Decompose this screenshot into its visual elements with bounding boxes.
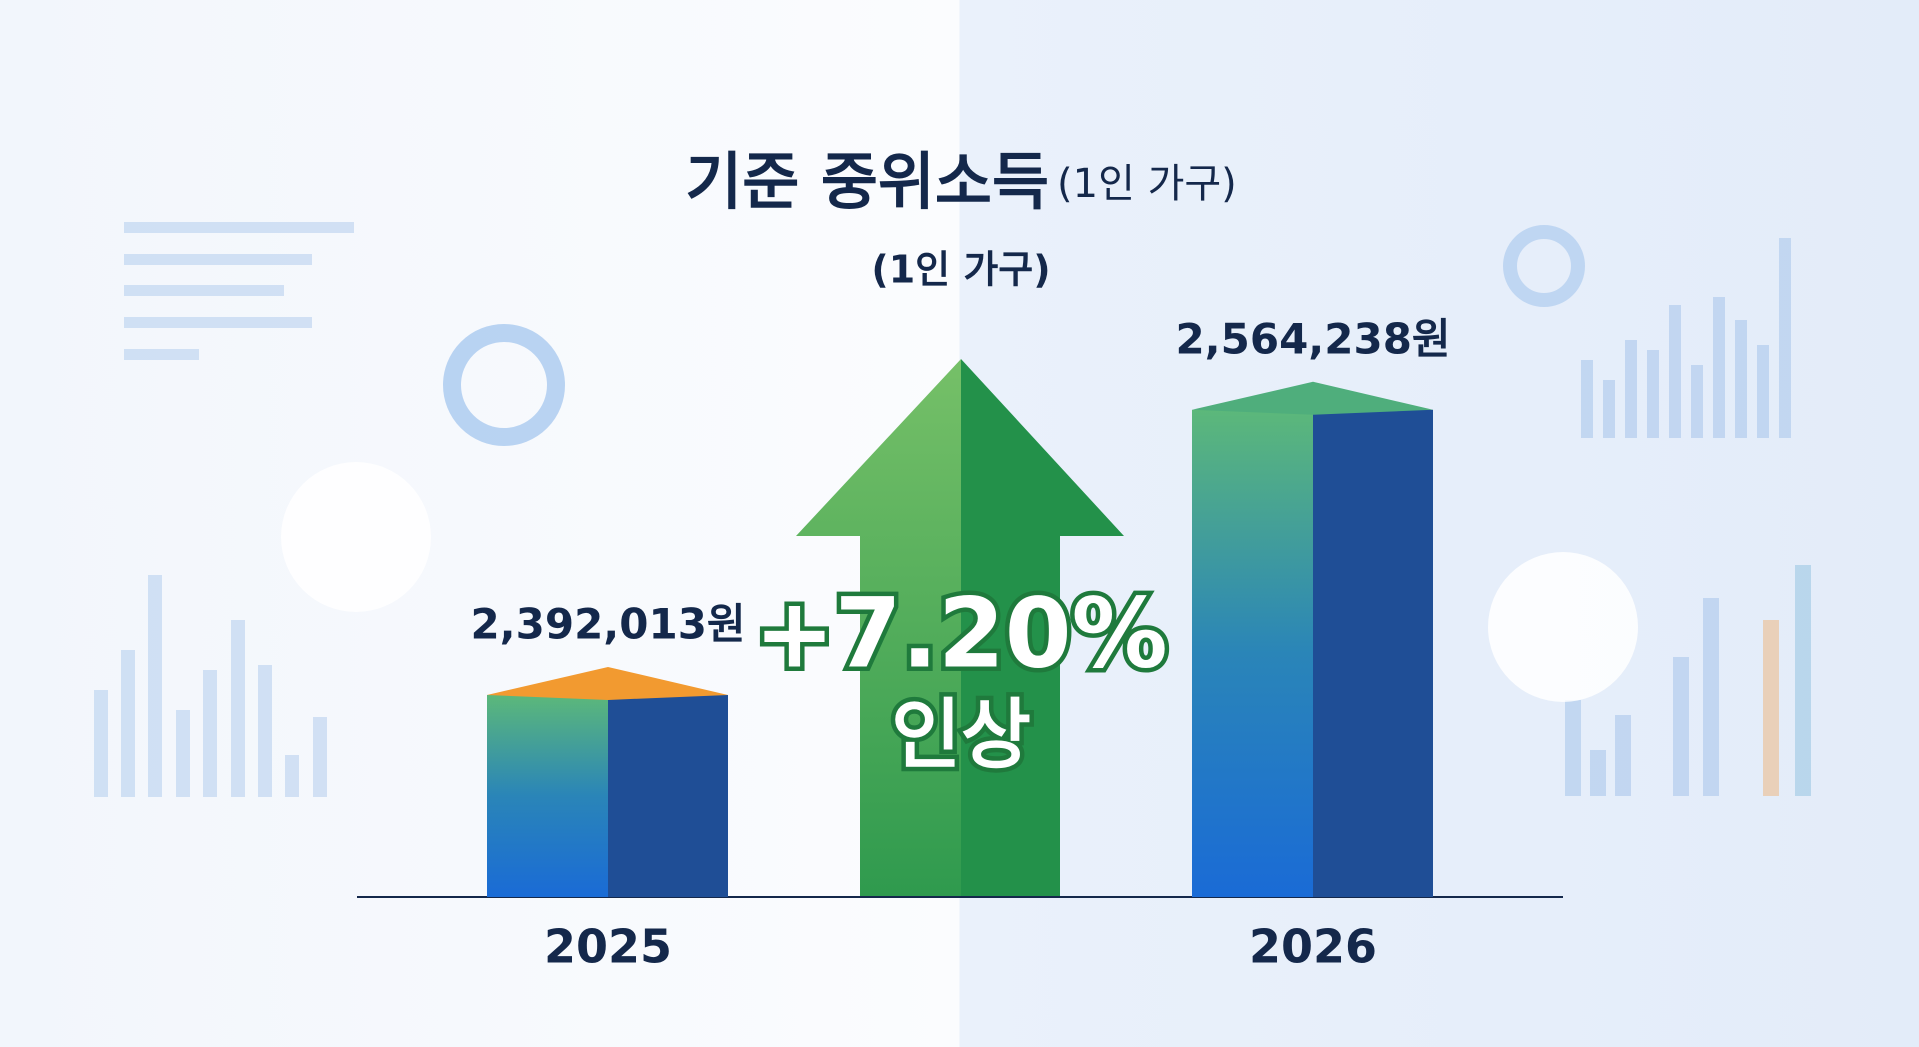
icon-care [281,462,431,612]
bar-side [608,694,728,897]
x-tick-label: 2025 [544,920,672,974]
value-label: 2,564,238원 [1175,314,1450,363]
bar-front [487,694,608,897]
arrow [961,359,1124,897]
bar-front [1192,409,1313,897]
icon-money [1488,552,1638,702]
change-label: +7.20% [754,577,1167,689]
x-tick-label: 2026 [1249,920,1377,974]
bar-side [1313,409,1433,897]
chart-title: 기준 중위소득 (1인 가구) [685,145,1237,218]
title-note: (1인 가구) [1057,161,1237,207]
title-text: 기준 중위소득 [685,145,1049,218]
arrow [796,359,961,897]
icon-ring [1503,225,1585,307]
bar-top [487,666,728,700]
subtitle: (1인 가구) [871,248,1050,292]
change-note: 인상 [891,690,1031,779]
icon-ring [443,324,565,446]
decor-right [1565,238,1811,796]
bar-top [1192,381,1433,415]
decor-left [94,222,354,797]
value-label: 2,392,013원 [470,599,745,648]
